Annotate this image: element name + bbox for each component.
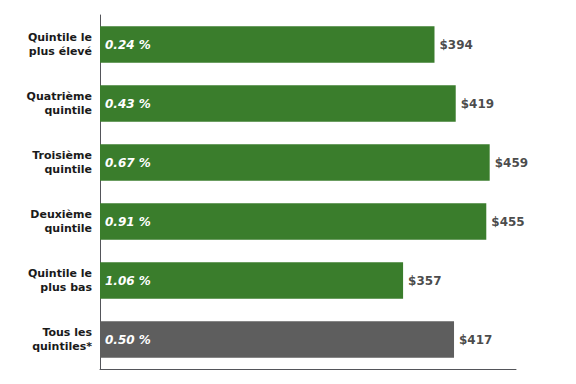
svg-text:Deuxième: Deuxième	[30, 208, 92, 221]
svg-text:$459: $459	[495, 156, 528, 170]
svg-text:$357: $357	[408, 274, 441, 288]
svg-text:0.91 %: 0.91 %	[105, 215, 151, 229]
svg-text:Quintile le: Quintile le	[28, 31, 92, 44]
svg-text:plus bas: plus bas	[40, 281, 92, 294]
svg-text:$394: $394	[439, 38, 472, 52]
svg-text:1.06 %: 1.06 %	[105, 274, 151, 288]
svg-text:0.43 %: 0.43 %	[105, 97, 151, 111]
svg-text:Quatrième: Quatrième	[27, 90, 92, 103]
svg-text:quintile: quintile	[44, 163, 92, 176]
svg-text:quintiles*: quintiles*	[32, 340, 92, 353]
svg-text:quintile: quintile	[44, 222, 92, 235]
svg-text:Troisième: Troisième	[32, 149, 92, 162]
svg-text:quintile: quintile	[44, 104, 92, 117]
svg-text:$419: $419	[461, 97, 494, 111]
svg-text:Quintile le: Quintile le	[28, 267, 92, 280]
svg-text:0.50 %: 0.50 %	[105, 333, 151, 347]
svg-text:Tous les: Tous les	[42, 326, 92, 339]
svg-text:plus élevé: plus élevé	[29, 45, 92, 58]
svg-text:$417: $417	[459, 333, 492, 347]
svg-text:$455: $455	[491, 215, 524, 229]
svg-text:0.67 %: 0.67 %	[105, 156, 151, 170]
svg-text:0.24 %: 0.24 %	[105, 38, 151, 52]
